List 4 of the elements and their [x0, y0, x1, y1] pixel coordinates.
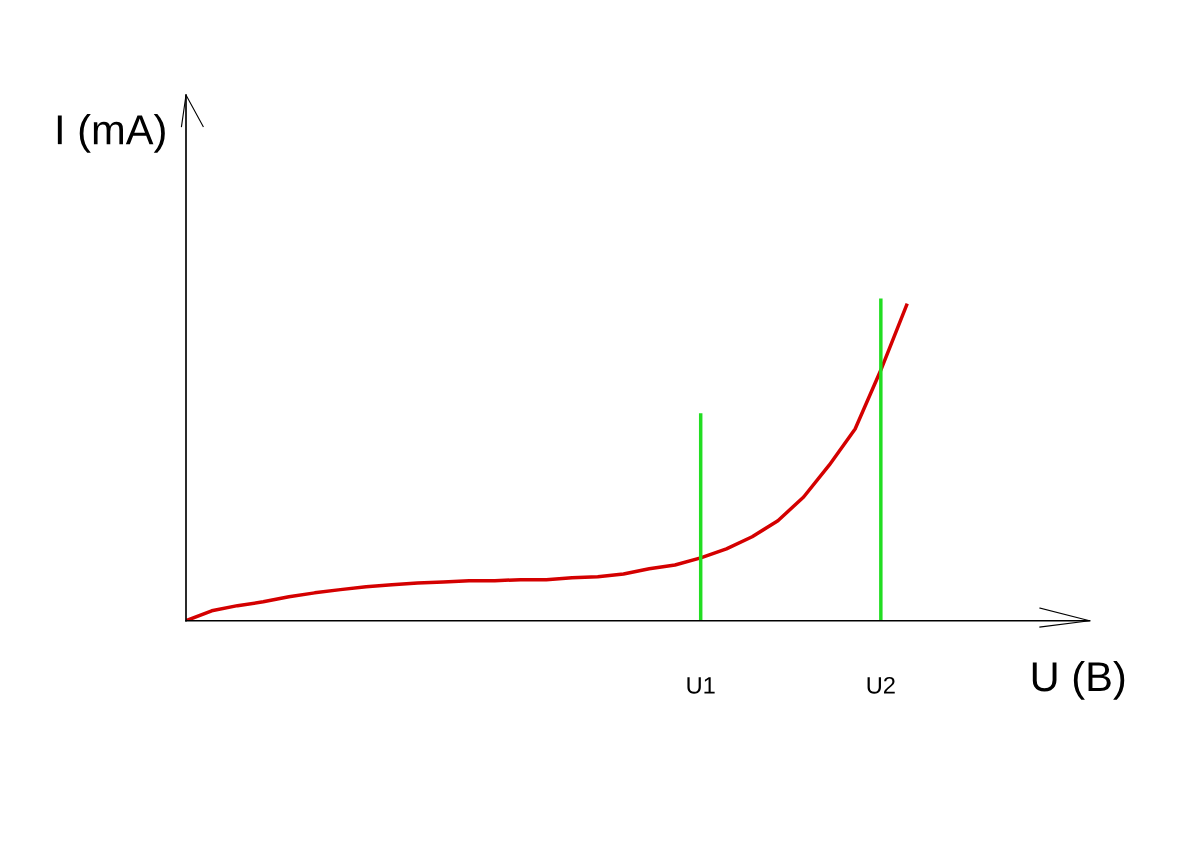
y-axis-title: I (mA) — [57, 113, 165, 153]
x-axis-title: U (B) — [1032, 660, 1125, 700]
x-tick-label: U2 — [867, 676, 895, 694]
x-tick-label: U1 — [687, 677, 715, 694]
